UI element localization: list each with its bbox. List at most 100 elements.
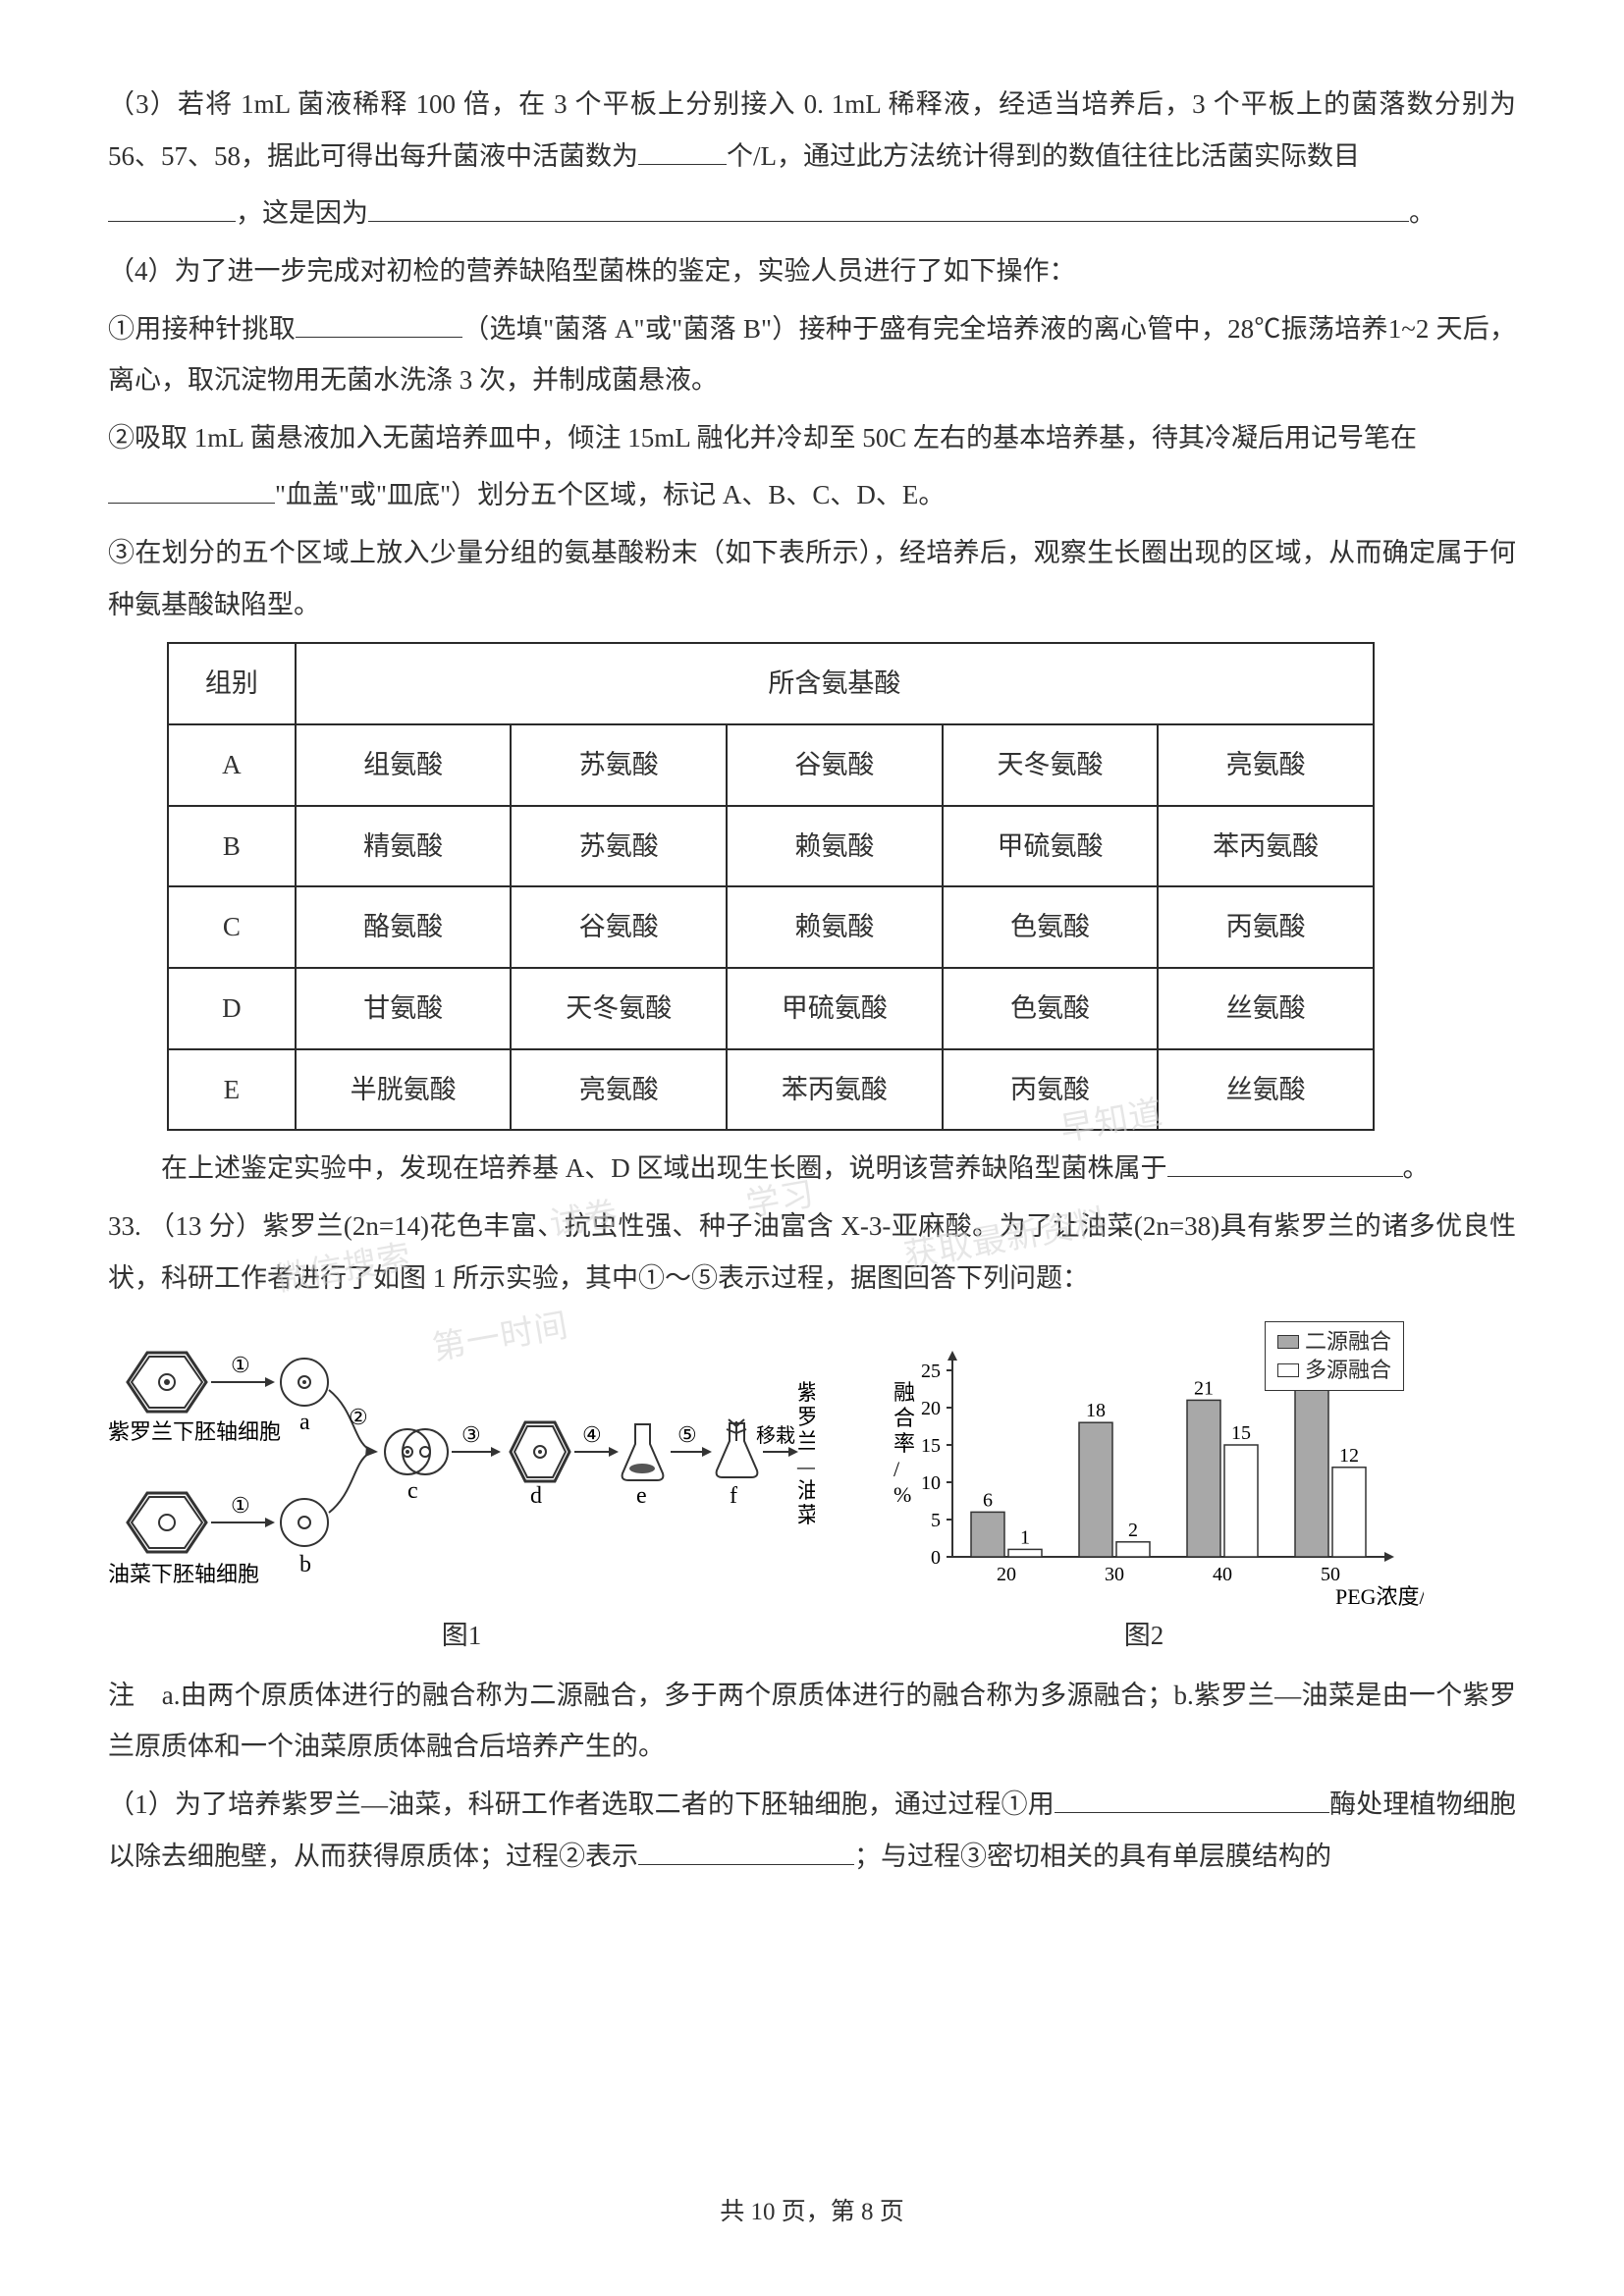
q4-s2-blank (108, 475, 275, 505)
svg-text:/: / (893, 1457, 900, 1481)
svg-text:b: b (299, 1552, 311, 1577)
amino-acid-cell: 甲硫氨酸 (727, 968, 943, 1049)
svg-text:6: 6 (983, 1490, 993, 1512)
q33-s1-end: ；与过程③密切相关的具有单层膜结构的 (854, 1842, 1331, 1871)
amino-acid-cell: 酪氨酸 (296, 886, 512, 968)
amino-acid-cell: 丝氨酸 (1158, 1049, 1374, 1131)
amino-acid-cell: 精氨酸 (296, 806, 512, 887)
svg-text:合: 合 (893, 1406, 915, 1430)
amino-acid-cell: 丙氨酸 (943, 1049, 1159, 1131)
svg-text:1: 1 (1020, 1527, 1030, 1549)
svg-text:油: 油 (797, 1478, 815, 1503)
svg-text:e: e (636, 1483, 647, 1509)
svg-text:18: 18 (1086, 1400, 1106, 1421)
q3-blank-1 (638, 135, 727, 165)
row-group-label: E (168, 1049, 296, 1131)
amino-acid-cell: 谷氨酸 (727, 724, 943, 806)
q4-s2b: "血盖"或"皿底"）划分五个区域，标记 A、B、C、D、E。 (108, 469, 1516, 521)
q33-s1-blank1 (1055, 1784, 1329, 1813)
amino-acid-cell: 甘氨酸 (296, 968, 512, 1049)
svg-text:菜: 菜 (797, 1503, 815, 1527)
row-group-label: B (168, 806, 296, 887)
figure-1-container: 紫罗兰下胚轴细胞 油菜下胚轴细胞 ① ① a (108, 1331, 815, 1662)
svg-text:2: 2 (1128, 1520, 1138, 1541)
figure-2-container: 二源融合 多源融合 0510152025融合率/%612018230211540… (864, 1321, 1424, 1662)
svg-text:a: a (299, 1410, 310, 1435)
svg-text:移栽: 移栽 (756, 1424, 795, 1447)
amino-acid-cell: 甲硫氨酸 (943, 806, 1159, 887)
svg-text:25: 25 (921, 1361, 941, 1382)
th-group: 组别 (168, 643, 296, 724)
amino-acid-cell: 苯丙氨酸 (1158, 806, 1374, 887)
amino-acid-cell: 天冬氨酸 (511, 968, 727, 1049)
amino-acid-cell: 亮氨酸 (511, 1049, 727, 1131)
amino-acid-cell: 组氨酸 (296, 724, 512, 806)
q33-s1: （1）为了培养紫罗兰—油菜，科研工作者选取二者的下胚轴细胞，通过过程①用酶处理植… (108, 1779, 1516, 1882)
svg-text:②: ② (349, 1405, 368, 1429)
svg-text:罗: 罗 (797, 1405, 815, 1429)
svg-text:④: ④ (582, 1422, 602, 1447)
svg-text:PEG浓度/%: PEG浓度/% (1335, 1584, 1424, 1606)
row-group-label: C (168, 886, 296, 968)
figure-2: 二源融合 多源融合 0510152025融合率/%612018230211540… (864, 1321, 1424, 1606)
q3-text-mid1: 个/L，通过此方法统计得到的数值往往比活菌实际数目 (727, 141, 1360, 171)
svg-text:5: 5 (931, 1510, 941, 1531)
fig1-caption: 图1 (108, 1610, 815, 1662)
q4-s1-blank (296, 308, 462, 338)
q33-intro: 33. （13 分）紫罗兰(2n=14)花色丰富、抗虫性强、种子油富含 X-3-… (108, 1201, 1516, 1304)
svg-text:①: ① (231, 1493, 250, 1518)
amino-acid-cell: 赖氨酸 (727, 806, 943, 887)
table-after: 在上述鉴定实验中，发现在培养基 A、D 区域出现生长圈，说明该营养缺陷型菌株属于… (108, 1143, 1516, 1195)
amino-acid-cell: 苯丙氨酸 (727, 1049, 943, 1131)
amino-acid-cell: 半胱氨酸 (296, 1049, 512, 1131)
svg-text:⑤: ⑤ (677, 1422, 697, 1447)
q4-s2-mid: "血盖"或"皿底"）划分五个区域，标记 A、B、C、D、E。 (275, 480, 945, 509)
svg-text:30: 30 (1105, 1564, 1124, 1585)
q3-paragraph-2: ，这是因为。 (108, 187, 1516, 240)
table-row: C酪氨酸谷氨酸赖氨酸色氨酸丙氨酸 (168, 886, 1374, 968)
amino-acid-cell: 赖氨酸 (727, 886, 943, 968)
figure-1: 紫罗兰下胚轴细胞 油菜下胚轴细胞 ① ① a (108, 1331, 815, 1606)
table-after-pre: 在上述鉴定实验中，发现在培养基 A、D 区域出现生长圈，说明该营养缺陷型菌株属于 (108, 1153, 1167, 1183)
table-row: B精氨酸苏氨酸赖氨酸甲硫氨酸苯丙氨酸 (168, 806, 1374, 887)
q4-s2-pre: ②吸取 1mL 菌悬液加入无菌培养皿中，倾注 15mL 融化并冷却至 50C 左… (108, 423, 1417, 453)
svg-text:③: ③ (461, 1422, 481, 1447)
svg-text:①: ① (231, 1353, 250, 1377)
q33-s1-pre: （1）为了培养紫罗兰—油菜，科研工作者选取二者的下胚轴细胞，通过过程①用 (108, 1789, 1055, 1819)
amino-acid-cell: 亮氨酸 (1158, 724, 1374, 806)
q3-paragraph: （3）若将 1mL 菌液稀释 100 倍，在 3 个平板上分别接入 0. 1mL… (108, 79, 1516, 182)
amino-acid-cell: 丝氨酸 (1158, 968, 1374, 1049)
table-row: D甘氨酸天冬氨酸甲硫氨酸色氨酸丝氨酸 (168, 968, 1374, 1049)
row-group-label: D (168, 968, 296, 1049)
amino-acid-cell: 色氨酸 (943, 886, 1159, 968)
table-row: A组氨酸苏氨酸谷氨酸天冬氨酸亮氨酸 (168, 724, 1374, 806)
q4-s1: ①用接种针挑取（选填"菌落 A"或"菌落 B"）接种于盛有完全培养液的离心管中，… (108, 303, 1516, 406)
svg-text:20: 20 (997, 1564, 1016, 1585)
th-acids: 所含氨基酸 (296, 643, 1374, 724)
svg-text:兰: 兰 (797, 1429, 815, 1454)
leg-bi: 二源融合 (1305, 1328, 1391, 1357)
figure-row: 紫罗兰下胚轴细胞 油菜下胚轴细胞 ① ① a (108, 1321, 1516, 1662)
table-header-row: 组别 所含氨基酸 (168, 643, 1374, 724)
leg-multi: 多源融合 (1305, 1357, 1391, 1385)
fig1-result: 紫 (797, 1380, 815, 1405)
amino-acid-cell: 苏氨酸 (511, 724, 727, 806)
q3-blank-3 (368, 193, 1409, 223)
svg-text:40: 40 (1213, 1564, 1232, 1585)
q33-s1-blank2 (638, 1836, 854, 1865)
q3-text-end: 。 (1409, 198, 1435, 228)
svg-text:20: 20 (921, 1398, 941, 1419)
svg-text:d: d (530, 1483, 542, 1509)
q3-blank-2 (108, 193, 236, 223)
q4-s2: ②吸取 1mL 菌悬液加入无菌培养皿中，倾注 15mL 融化并冷却至 50C 左… (108, 412, 1516, 464)
q4-s1-pre: ①用接种针挑取 (108, 314, 296, 344)
fig1-bottom-label: 油菜下胚轴细胞 (108, 1562, 259, 1586)
table-after-end: 。 (1403, 1153, 1430, 1183)
table-row: E半胱氨酸亮氨酸苯丙氨酸丙氨酸丝氨酸 (168, 1049, 1374, 1131)
q4-s3: ③在划分的五个区域上放入少量分组的氨基酸粉末（如下表所示），经培养后，观察生长圈… (108, 527, 1516, 630)
svg-text:c: c (407, 1478, 418, 1504)
svg-text:10: 10 (921, 1472, 941, 1494)
svg-text:率: 率 (893, 1431, 915, 1456)
fig2-caption: 图2 (864, 1610, 1424, 1662)
fig2-legend: 二源融合 多源融合 (1265, 1321, 1404, 1391)
